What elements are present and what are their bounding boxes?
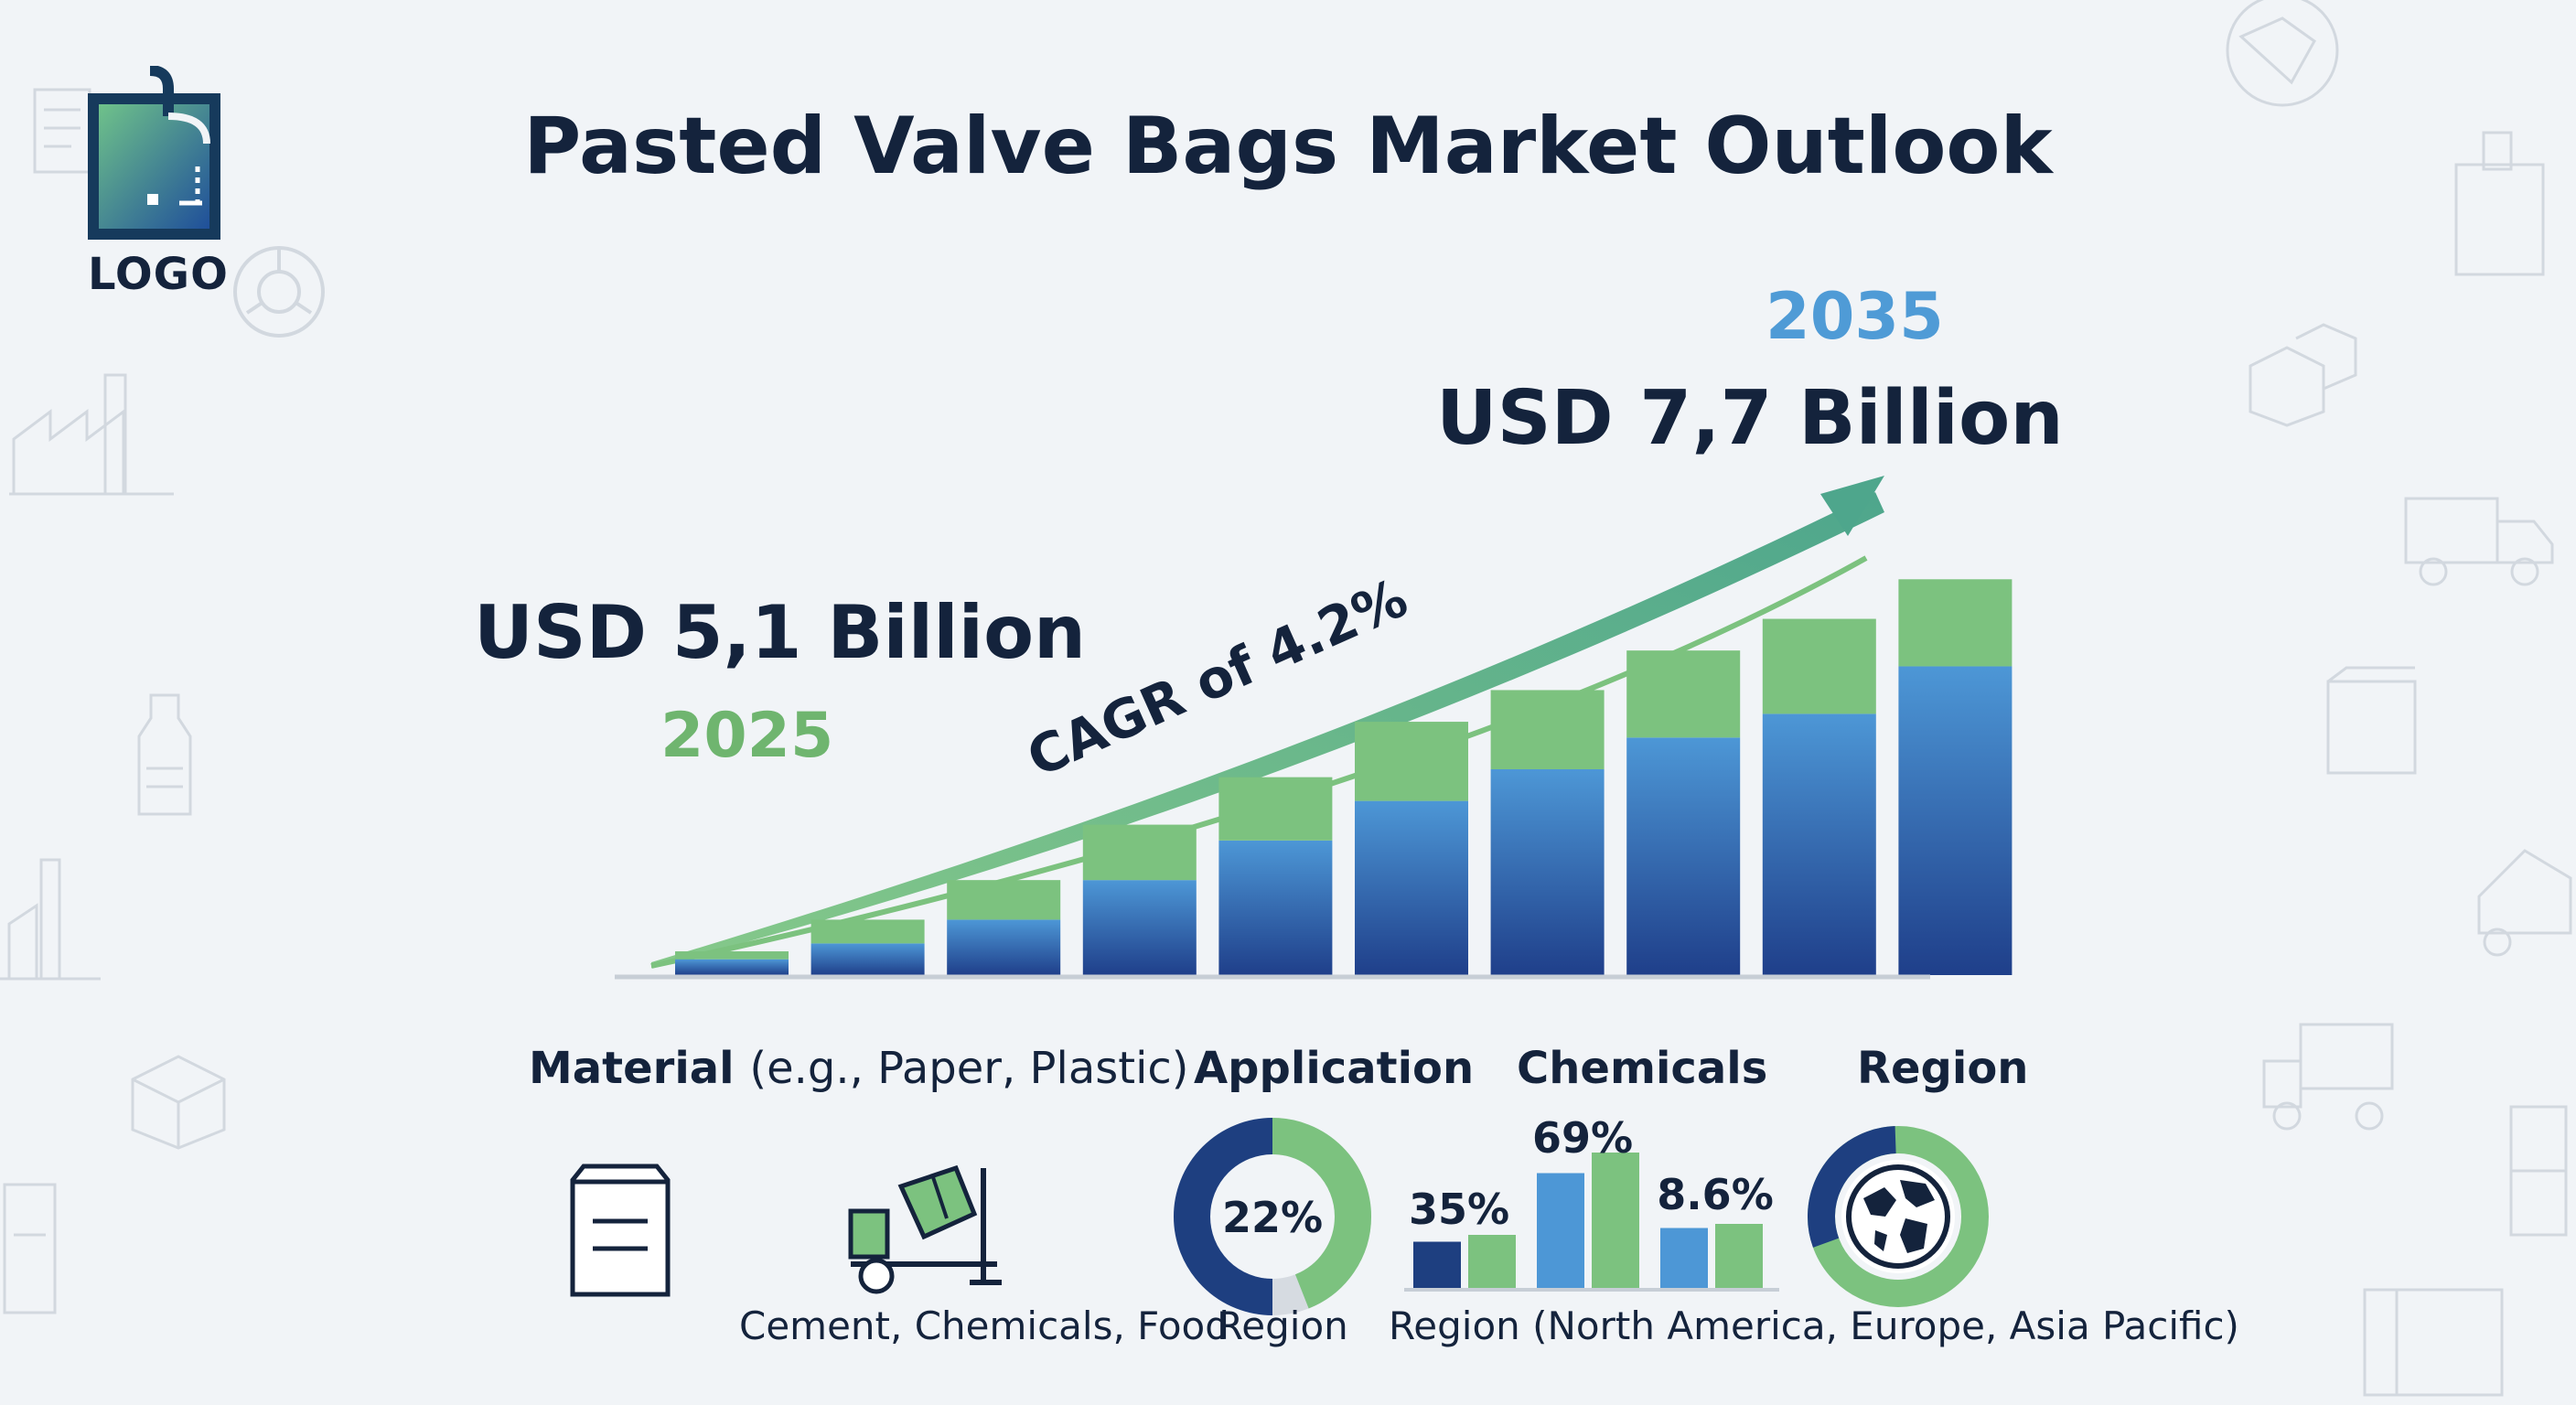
trend-arrow-head (1820, 476, 1884, 536)
bar-secondary-7 (1626, 650, 1741, 738)
cement-mixer-icon (846, 1164, 1006, 1300)
machine-icon (2452, 128, 2552, 284)
chemicals-bar-chart: 35% 69% 8.6% (1404, 1113, 1779, 1292)
crane-icon (0, 842, 110, 988)
chemicals-pct-0: 35% (1409, 1185, 1509, 1234)
logo-icon (88, 65, 220, 240)
factory-icon (5, 357, 178, 503)
chemicals-sub-label: Region (North America, Europe, Asia Paci… (1389, 1303, 2239, 1348)
start-value-label: USD 5,1 Billion (474, 590, 1086, 675)
bar-primary-7 (1626, 737, 1741, 975)
bar-primary-0 (675, 959, 789, 975)
bars-group (675, 579, 2012, 975)
logo-text: LOGO (88, 249, 229, 300)
chemicals-heading: Chemicals (1517, 1043, 1768, 1094)
bar-primary-2 (947, 919, 1061, 975)
application-donut: 22% (1174, 1118, 1371, 1315)
bar-secondary-3 (1082, 824, 1197, 881)
application-sub-label: Cement, Chemicals, Food (739, 1303, 1229, 1348)
bar-primary-9 (1898, 666, 2012, 975)
bar-primary-4 (1218, 840, 1333, 975)
chemicals-bar-1-0 (1537, 1173, 1584, 1290)
blueprint-icon (2360, 1281, 2516, 1400)
bar-secondary-9 (1898, 579, 2012, 667)
application-heading: Application (1194, 1043, 1475, 1094)
bar-secondary-2 (947, 880, 1061, 920)
box-icon (2324, 663, 2424, 782)
region-heading: Region (1857, 1043, 2029, 1094)
material-heading-title: Material (529, 1043, 735, 1094)
chemicals-pct-1: 69% (1532, 1113, 1633, 1163)
bar-primary-6 (1490, 768, 1605, 975)
bar-secondary-0 (675, 951, 789, 960)
boxes-icon (123, 1043, 233, 1153)
valve-icon (229, 240, 329, 345)
page-title: Pasted Valve Bags Market Outlook (523, 101, 2053, 192)
delivery-truck-icon (2259, 1015, 2415, 1134)
bar-secondary-1 (810, 919, 925, 944)
bar-primary-3 (1082, 880, 1197, 975)
bottle-icon (128, 686, 201, 823)
application-donut-sub-label: Region (1217, 1303, 1348, 1348)
bar-secondary-5 (1355, 722, 1468, 801)
chemicals-bar-2-1 (1715, 1224, 1763, 1290)
grid-icon (2506, 1098, 2576, 1244)
chemicals-bar-0-0 (1413, 1241, 1461, 1290)
chart-doc-icon (0, 1180, 64, 1326)
globe-outline-icon (2214, 0, 2351, 119)
region-donut (1808, 1126, 1989, 1307)
bar-primary-5 (1355, 800, 1468, 975)
material-heading-extra: (e.g., Paper, Plastic) (749, 1043, 1189, 1094)
material-heading: Material (e.g., Paper, Plastic) (529, 1043, 1189, 1094)
bar-primary-8 (1762, 713, 1876, 975)
crates-icon (2241, 311, 2369, 430)
start-year-label: 2025 (660, 700, 834, 772)
application-donut-value: 22% (1222, 1193, 1323, 1242)
globe-icon (1846, 1164, 1950, 1269)
bar-secondary-6 (1490, 690, 1605, 769)
logo: LOGO (79, 65, 252, 313)
bar-primary-1 (810, 943, 925, 975)
chemicals-pct-2: 8.6% (1657, 1170, 1774, 1219)
chemicals-bar-0-1 (1468, 1235, 1516, 1290)
truck-icon (2401, 485, 2557, 595)
bar-secondary-8 (1762, 618, 1876, 714)
chemicals-bar-1-1 (1592, 1153, 1639, 1290)
mixer-truck-icon (2470, 823, 2576, 960)
end-value-label: USD 7,7 Billion (1436, 375, 2064, 462)
bag-icon (565, 1162, 675, 1303)
end-year-label: 2035 (1766, 279, 1944, 354)
bar-secondary-4 (1218, 777, 1333, 841)
chemicals-bar-2-0 (1660, 1228, 1708, 1290)
